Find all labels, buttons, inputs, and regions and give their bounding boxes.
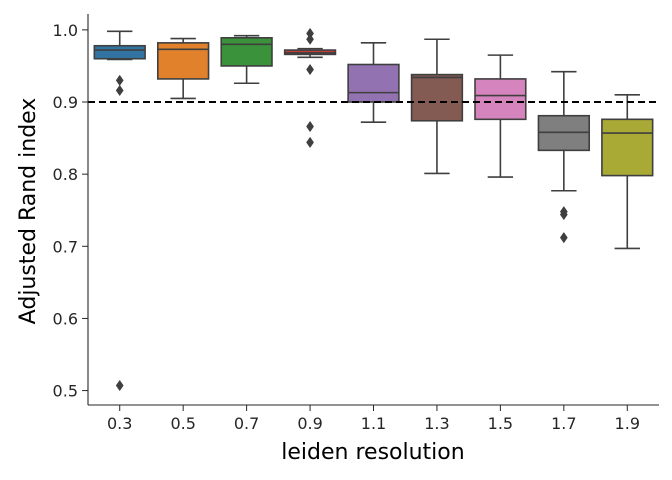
outlier-point — [115, 74, 124, 87]
y-axis-ticks: 0.5 0.6 0.7 0.8 0.9 1.0 — [53, 21, 88, 401]
box-iqr — [156, 42, 210, 80]
outlier-point — [306, 33, 314, 45]
x-axis-label: leiden resolution — [281, 440, 464, 465]
x-tick-label: 1.3 — [424, 414, 449, 433]
y-axis-label: Adjusted Rand index — [16, 98, 41, 325]
box-group-1.3 — [410, 38, 464, 175]
y-tick-label: 0.5 — [53, 382, 78, 401]
outlier-point — [306, 63, 314, 76]
box-iqr — [347, 63, 400, 103]
x-tick-label: 0.5 — [170, 414, 195, 433]
box-group-1.9 — [601, 93, 654, 250]
x-tick-label: 1.9 — [615, 414, 640, 433]
y-tick-label: 0.9 — [53, 93, 78, 112]
x-tick-label: 1.5 — [488, 414, 513, 433]
y-tick-label: 0.7 — [53, 237, 78, 256]
box-iqr — [474, 78, 527, 121]
y-tick-label: 0.8 — [53, 165, 78, 184]
outlier-point — [115, 84, 124, 97]
x-tick-label: 1.7 — [551, 414, 576, 433]
box-group-0.3 — [93, 30, 146, 392]
box-iqr — [93, 44, 146, 60]
box-group-0.5 — [156, 37, 210, 100]
box-group-1.5 — [474, 54, 527, 178]
box-group-1.1 — [347, 42, 400, 124]
box-iqr — [601, 118, 654, 177]
outlier-point — [306, 136, 314, 149]
box-group-0.9 — [283, 27, 337, 149]
box-group-0.7 — [220, 34, 273, 85]
y-tick-label: 0.6 — [53, 309, 78, 328]
x-tick-label: 0.9 — [297, 414, 322, 433]
box-iqr — [220, 37, 273, 67]
box-group-1.7 — [537, 70, 591, 244]
outlier-point — [559, 208, 568, 221]
outlier-point — [115, 379, 124, 392]
y-tick-label: 1.0 — [53, 21, 78, 40]
outlier-point — [306, 120, 314, 133]
boxes-layer — [93, 27, 654, 392]
outlier-point — [559, 231, 568, 244]
x-tick-label: 0.7 — [234, 414, 259, 433]
x-tick-label: 1.1 — [361, 414, 386, 433]
box-iqr — [410, 73, 464, 122]
x-tick-label: 0.3 — [107, 414, 132, 433]
x-axis-ticks: 0.3 0.5 0.7 0.9 1.1 1.3 1.5 1.7 1.9 — [107, 405, 640, 433]
